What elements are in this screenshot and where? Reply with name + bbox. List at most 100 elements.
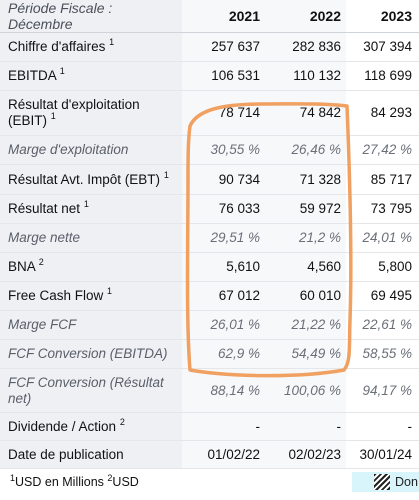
row-label-text: EBITDA	[8, 68, 57, 83]
table-row: Chiffre d'affaires 1 257 637 282 836 307 39…	[0, 32, 419, 62]
row-label-text: Marge nette	[8, 230, 81, 245]
value-cell: -	[265, 412, 346, 441]
year-header[interactable]: 2021	[182, 0, 265, 33]
value-cell: 01/02/22	[182, 440, 265, 469]
value-cell: 5,800	[346, 252, 419, 282]
value-cell: 26,46 %	[265, 135, 346, 165]
row-label-text: FCF Conversion (Résultat net)	[8, 374, 164, 406]
table-row: Résultat net 1 76 033 59 972 73 795	[0, 194, 419, 224]
value-cell: 26,01 %	[182, 310, 265, 340]
value-cell: 90 734	[182, 164, 265, 195]
row-label: Résultat net 1	[0, 194, 182, 224]
row-label: Marge d'exploitation	[0, 135, 182, 165]
row-label-text: BNA	[8, 259, 36, 274]
table-row: FCF Conversion (EBITDA) 62,9 % 54,49 % 58,5…	[0, 339, 419, 369]
table-row: Résultat Avt. Impôt (EBT) 1 90 734 71 328 8…	[0, 164, 419, 195]
value-cell: 110 132	[265, 61, 346, 91]
value-cell: 27,42 %	[346, 135, 419, 165]
row-label: Résultat d'exploitation (EBIT) 1	[0, 90, 182, 136]
value-cell: 94,17 %	[346, 368, 419, 413]
table-row: Dividende / Action 2---	[0, 412, 419, 441]
table-row: BNA 2 5,610 4,560 5,800	[0, 252, 419, 282]
row-label: FCF Conversion (Résultat net)	[0, 368, 182, 413]
footnote-text: USD en Millions	[15, 475, 108, 489]
row-label-text: Chiffre d'affaires	[8, 39, 106, 54]
table-row: Date de publication 01/02/22 02/02/23 30/01…	[0, 440, 419, 469]
row-label-text: Free Cash Flow	[8, 288, 104, 303]
row-label-text: Dividende / Action	[8, 418, 117, 434]
value-cell: 5,610	[182, 252, 265, 282]
value-cell: 29,51 %	[182, 223, 265, 253]
row-label-text: FCF Conversion (EBITDA)	[8, 346, 168, 361]
row-label: Dividende / Action 2	[0, 412, 182, 441]
footnote-marker: 2	[38, 257, 44, 267]
row-label: Marge nette	[0, 223, 182, 253]
value-cell: 71 328	[265, 164, 346, 195]
table-row: Marge d'exploitation 30,55 % 26,46 % 27,42 …	[0, 135, 419, 165]
row-label: Marge FCF	[0, 310, 182, 340]
value-cell: 4,560	[265, 252, 346, 282]
table-row: Marge FCF 26,01 % 21,22 % 22,61 %	[0, 310, 419, 340]
year-header[interactable]: 2022	[265, 0, 346, 33]
value-cell: 02/02/23	[265, 440, 346, 469]
value-cell: 58,55 %	[346, 339, 419, 369]
table-header-row: Période Fiscale : Décembre 2021 2022 202…	[0, 0, 419, 33]
row-label: Résultat Avt. Impôt (EBT) 1	[0, 164, 182, 195]
row-label-text: Résultat net	[8, 201, 81, 216]
value-cell: 24,01 %	[346, 223, 419, 253]
value-cell: 60 010	[265, 281, 346, 311]
footnote-marker: 1	[50, 111, 56, 121]
row-label-text: Marge FCF	[8, 317, 77, 332]
value-cell: 62,9 %	[182, 339, 265, 369]
value-cell: 54,49 %	[265, 339, 346, 369]
value-cell: 106 531	[182, 61, 265, 91]
table-row: Marge nette 29,51 % 21,2 % 24,01 %	[0, 223, 419, 253]
row-label: Date de publication	[0, 440, 182, 469]
footnote-marker: 1	[109, 37, 115, 47]
row-label: FCF Conversion (EBITDA)	[0, 339, 182, 369]
footnote-marker: 1	[59, 66, 65, 76]
row-label: EBITDA 1	[0, 61, 182, 91]
value-cell: 100,06 %	[265, 368, 346, 413]
fiscal-period-label: Période Fiscale : Décembre	[0, 0, 182, 33]
hatched-legend-icon	[374, 474, 390, 490]
value-cell: -	[182, 412, 265, 441]
value-cell: 30,55 %	[182, 135, 265, 165]
value-cell: 69 495	[346, 281, 419, 311]
row-label-text: Marge d'exploitation	[8, 142, 129, 157]
row-label-text: Date de publication	[8, 446, 124, 462]
row-label: BNA 2	[0, 252, 182, 282]
legend-label: Don	[395, 475, 418, 489]
footnote-marker: 1	[107, 286, 113, 296]
value-cell: 59 972	[265, 194, 346, 224]
value-cell: 118 699	[346, 61, 419, 91]
value-cell: 282 836	[265, 32, 346, 62]
value-cell: 30/01/24	[346, 440, 419, 469]
value-cell: 78 714	[182, 90, 265, 136]
footnote-text: USD	[112, 475, 139, 489]
value-cell: 22,61 %	[346, 310, 419, 340]
value-cell: 67 012	[182, 281, 265, 311]
table-row: FCF Conversion (Résultat net) 88,14 % 100,…	[0, 368, 419, 413]
table-row: Résultat d'exploitation (EBIT) 1 78 714 74…	[0, 90, 419, 136]
footnote-marker: 1	[10, 473, 16, 483]
value-cell: 307 394	[346, 32, 419, 62]
year-header[interactable]: 2023	[346, 0, 419, 33]
value-cell: 73 795	[346, 194, 419, 224]
table-row: EBITDA 1 106 531 110 132 118 699	[0, 61, 419, 91]
value-cell: 21,2 %	[265, 223, 346, 253]
financial-table: Période Fiscale : Décembre 2021 2022 202…	[0, 0, 419, 469]
value-cell: 74 842	[265, 90, 346, 136]
value-cell: -	[346, 412, 419, 441]
value-cell: 257 637	[182, 32, 265, 62]
value-cell: 84 293	[346, 90, 419, 136]
value-cell: 85 717	[346, 164, 419, 195]
value-cell: 88,14 %	[182, 368, 265, 413]
footnote: 1USD en Millions 2USD	[10, 473, 139, 490]
footnote-marker: 1	[163, 169, 169, 180]
row-label: Chiffre d'affaires 1	[0, 32, 182, 62]
footnote-marker: 1	[83, 199, 89, 209]
footnote-marker: 2	[107, 473, 113, 483]
row-label: Free Cash Flow 1	[0, 281, 182, 311]
row-label-text: Résultat d'exploitation (EBIT)	[8, 97, 140, 128]
